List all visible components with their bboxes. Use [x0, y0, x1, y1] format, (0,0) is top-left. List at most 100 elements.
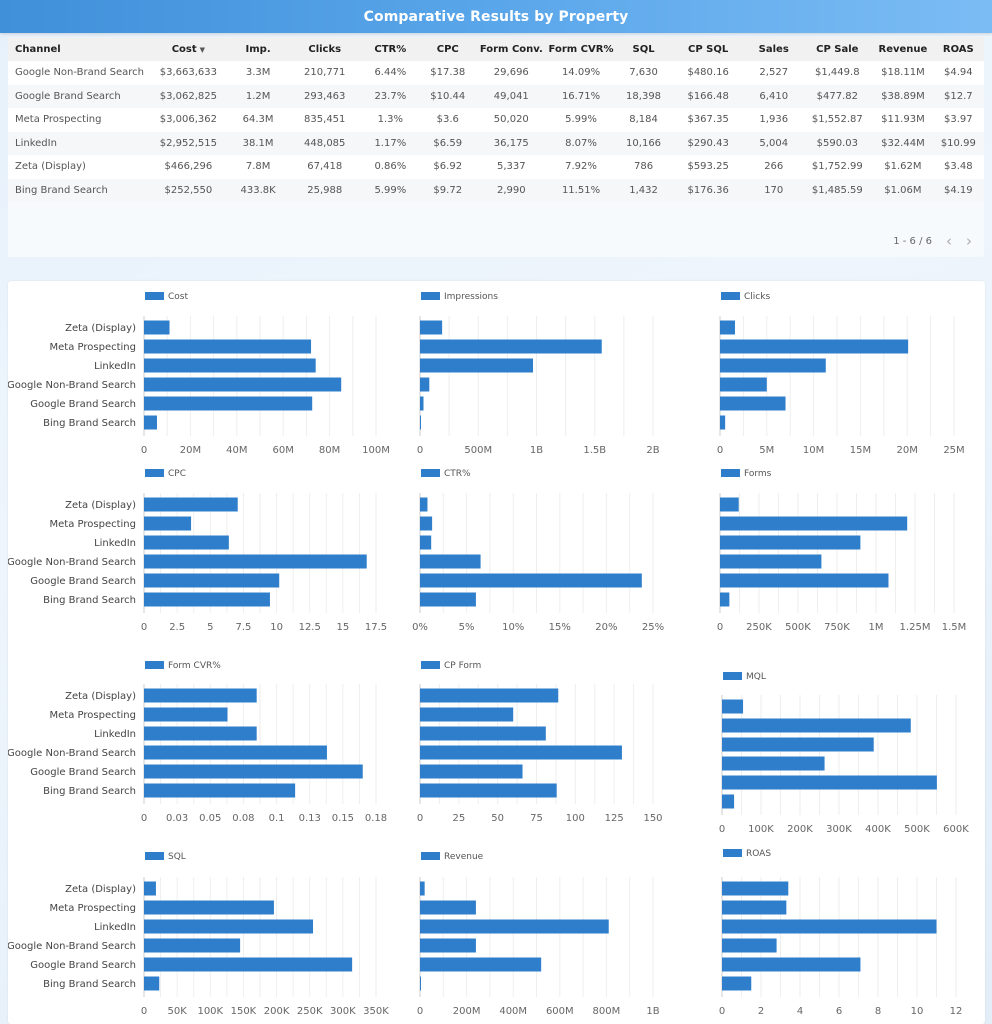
bar-google-brand-search[interactable] — [420, 396, 424, 411]
bar-google-brand-search[interactable] — [420, 957, 542, 972]
column-header-form-conv[interactable]: Form Conv. — [477, 37, 546, 61]
chevron-right-icon[interactable]: › — [966, 232, 972, 250]
bar-bing-brand-search[interactable] — [420, 976, 421, 991]
bar-zeta-display[interactable] — [144, 688, 257, 703]
bar-zeta-display[interactable] — [420, 320, 443, 335]
bar-meta-prospecting[interactable] — [420, 707, 514, 722]
table-row[interactable]: Bing Brand Search $252,550 433.8K 25,988 5.9… — [8, 178, 984, 202]
bar-zeta-display[interactable] — [144, 881, 156, 896]
bar-google-non-brand-search[interactable] — [144, 554, 367, 569]
column-header-channel[interactable]: Channel — [8, 37, 148, 61]
bar-bing-brand-search[interactable] — [144, 976, 160, 991]
bar-meta-prospecting[interactable] — [720, 339, 909, 354]
bar-meta-prospecting[interactable] — [144, 516, 192, 531]
bar-linkedin[interactable] — [144, 535, 229, 550]
bar-linkedin[interactable] — [420, 535, 432, 550]
bar-zeta-display[interactable] — [420, 497, 428, 512]
bar-google-non-brand-search[interactable] — [420, 554, 481, 569]
bar-linkedin[interactable] — [144, 358, 316, 373]
column-header-revenue[interactable]: Revenue — [873, 37, 933, 61]
bar-meta-prospecting[interactable] — [420, 339, 602, 354]
bar-bing-brand-search[interactable] — [420, 592, 476, 607]
bar-zeta-display[interactable] — [144, 497, 238, 512]
bar-bing-brand-search[interactable] — [722, 794, 735, 809]
bar-bing-brand-search[interactable] — [144, 415, 157, 430]
bar-linkedin[interactable] — [420, 358, 534, 373]
bar-meta-prospecting[interactable] — [722, 900, 787, 915]
bar-google-non-brand-search[interactable] — [144, 377, 342, 392]
bar-meta-prospecting[interactable] — [720, 516, 908, 531]
column-header-sales[interactable]: Sales — [746, 37, 802, 61]
sort-descending-icon[interactable]: ▼ — [199, 45, 206, 54]
bar-zeta-display[interactable] — [722, 699, 744, 714]
bar-google-brand-search[interactable] — [144, 573, 280, 588]
bar-zeta-display[interactable] — [420, 881, 425, 896]
bar-google-brand-search[interactable] — [420, 573, 642, 588]
bar-bing-brand-search[interactable] — [720, 415, 726, 430]
bar-google-non-brand-search[interactable] — [420, 377, 430, 392]
column-header-imp[interactable]: Imp. — [229, 37, 287, 61]
bar-bing-brand-search[interactable] — [420, 415, 421, 430]
column-header-sql[interactable]: SQL — [616, 37, 671, 61]
bar-zeta-display[interactable] — [722, 881, 789, 896]
bar-meta-prospecting[interactable] — [420, 900, 476, 915]
bar-bing-brand-search[interactable] — [722, 976, 752, 991]
table-row[interactable]: Zeta (Display) $466,296 7.8M 67,418 0.86% $6.… — [8, 155, 984, 179]
bar-google-brand-search[interactable] — [420, 764, 523, 779]
column-header-cp-sql[interactable]: CP SQL — [670, 37, 747, 61]
bar-google-non-brand-search[interactable] — [420, 938, 476, 953]
bar-google-non-brand-search[interactable] — [720, 377, 767, 392]
column-header-form-cvr[interactable]: Form CVR% — [545, 37, 617, 61]
bar-google-brand-search[interactable] — [720, 573, 889, 588]
bar-linkedin[interactable] — [720, 535, 861, 550]
bar-meta-prospecting[interactable] — [144, 339, 312, 354]
table-cell: $4.19 — [932, 178, 984, 202]
channel-cell: Bing Brand Search — [8, 178, 148, 202]
chevron-left-icon[interactable]: ‹ — [946, 232, 952, 250]
bar-linkedin[interactable] — [144, 919, 314, 934]
bar-google-brand-search[interactable] — [144, 396, 313, 411]
bar-linkedin[interactable] — [720, 358, 826, 373]
bar-google-non-brand-search[interactable] — [720, 554, 822, 569]
bar-google-non-brand-search[interactable] — [420, 745, 622, 760]
table-cell: $3.48 — [932, 155, 984, 179]
column-header-clicks[interactable]: Clicks — [286, 37, 363, 61]
bar-google-brand-search[interactable] — [722, 957, 861, 972]
bar-google-non-brand-search[interactable] — [144, 745, 327, 760]
bar-zeta-display[interactable] — [720, 497, 739, 512]
bar-linkedin[interactable] — [144, 726, 257, 741]
bar-linkedin[interactable] — [722, 737, 874, 752]
x-tick-label: 500K — [785, 622, 811, 633]
bar-bing-brand-search[interactable] — [144, 592, 270, 607]
column-header-cost[interactable]: Cost ▼ — [147, 37, 230, 61]
bar-bing-brand-search[interactable] — [720, 592, 730, 607]
bar-google-non-brand-search[interactable] — [722, 756, 825, 771]
bar-zeta-display[interactable] — [720, 320, 735, 335]
pagination-range: 1 - 6 / 6 — [893, 236, 932, 247]
column-header-cpc[interactable]: CPC — [418, 37, 478, 61]
bar-linkedin[interactable] — [722, 919, 937, 934]
bar-google-non-brand-search[interactable] — [722, 938, 777, 953]
bar-google-brand-search[interactable] — [720, 396, 786, 411]
table-row[interactable]: Google Non-Brand Search $3,663,633 3.3M 210… — [8, 61, 984, 85]
bar-linkedin[interactable] — [420, 919, 609, 934]
bar-google-brand-search[interactable] — [144, 764, 363, 779]
bar-google-brand-search[interactable] — [144, 957, 353, 972]
table-row[interactable]: Meta Prospecting $3,006,362 64.3M 835,451 1.… — [8, 108, 984, 132]
column-header-roas[interactable]: ROAS — [932, 37, 984, 61]
bar-zeta-display[interactable] — [420, 688, 559, 703]
bar-bing-brand-search[interactable] — [420, 783, 557, 798]
bar-bing-brand-search[interactable] — [144, 783, 296, 798]
bar-meta-prospecting[interactable] — [144, 707, 228, 722]
bar-google-brand-search[interactable] — [722, 775, 937, 790]
bar-meta-prospecting[interactable] — [144, 900, 274, 915]
table-row[interactable]: LinkedIn $2,952,515 38.1M 448,085 1.17% $6.59… — [8, 131, 984, 155]
bar-meta-prospecting[interactable] — [722, 718, 911, 733]
table-row[interactable]: Google Brand Search $3,062,825 1.2M 293,463… — [8, 84, 984, 108]
column-header-ctr[interactable]: CTR% — [362, 37, 419, 61]
bar-google-non-brand-search[interactable] — [144, 938, 241, 953]
column-header-cp-sale[interactable]: CP Sale — [801, 37, 874, 61]
bar-meta-prospecting[interactable] — [420, 516, 433, 531]
bar-linkedin[interactable] — [420, 726, 546, 741]
bar-zeta-display[interactable] — [144, 320, 170, 335]
